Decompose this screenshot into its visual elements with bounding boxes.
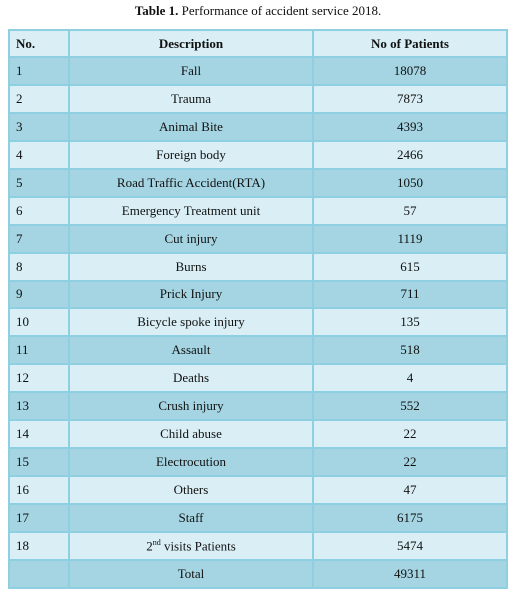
table-row: 9 Prick Injury 711 (8, 279, 508, 310)
row-description: Trauma (68, 83, 314, 114)
row-number: 12 (8, 363, 70, 394)
row-patients: 47 (312, 475, 508, 505)
row-number: 14 (8, 419, 70, 450)
row-description: Deaths (68, 363, 314, 394)
row-patients: 5474 (312, 530, 508, 561)
row-description: Emergency Treatment unit (68, 195, 314, 226)
row-number: 16 (8, 475, 70, 505)
row-description: Foreign body (68, 139, 314, 170)
row-number: 10 (8, 307, 70, 338)
table-row: 12 Deaths 4 (8, 363, 508, 394)
caption-text: Performance of accident service 2018. (181, 3, 382, 18)
row-description: Prick Injury (68, 279, 314, 310)
row-description: Child abuse (68, 419, 314, 450)
description-text: 2 (146, 538, 153, 554)
total-label: Total (68, 558, 314, 590)
row-patients: 6175 (312, 503, 508, 533)
table-row: 8 Burns 615 (8, 251, 508, 282)
row-patients: 4 (312, 363, 508, 394)
row-number: 13 (8, 391, 70, 422)
header-cell: Description (68, 29, 314, 58)
row-number: 6 (8, 195, 70, 226)
row-number: 3 (8, 111, 70, 142)
row-description: Assault (68, 335, 314, 366)
row-number: 18 (8, 530, 70, 561)
table-row: 3 Animal Bite 4393 (8, 111, 508, 142)
header-cell: No. (8, 29, 70, 58)
empty-cell (8, 558, 70, 590)
row-number: 11 (8, 335, 70, 366)
table-row: 15 Electrocution 22 (8, 447, 508, 478)
table-row: 5 Road Traffic Accident(RTA) 1050 (8, 167, 508, 198)
table-row: 1 Fall 18078 (8, 56, 508, 86)
table-row: 7 Cut injury 1119 (8, 223, 508, 254)
row-number: 15 (8, 447, 70, 478)
row-description: Burns (68, 251, 314, 282)
row-patients: 518 (312, 335, 508, 366)
table-row: 2 Trauma 7873 (8, 83, 508, 114)
data-table: No. Description No of Patients 1 Fall 1807… (8, 29, 508, 590)
row-patients: 18078 (312, 56, 508, 86)
table-row: 4 Foreign body 2466 (8, 139, 508, 170)
row-patients: 1119 (312, 223, 508, 254)
row-description: Fall (68, 56, 314, 86)
total-row: Total 49311 (8, 558, 508, 590)
row-patients: 4393 (312, 111, 508, 142)
row-patients: 7873 (312, 83, 508, 114)
header-row: No. Description No of Patients (8, 29, 508, 58)
table-row: 14 Child abuse 22 (8, 419, 508, 450)
row-description: Electrocution (68, 447, 314, 478)
table-row: 18 2nd visits Patients 5474 (8, 530, 508, 561)
row-patients: 135 (312, 307, 508, 338)
row-patients: 22 (312, 419, 508, 450)
row-number: 17 (8, 503, 70, 533)
header-cell: No of Patients (312, 29, 508, 58)
row-number: 1 (8, 56, 70, 86)
row-patients: 22 (312, 447, 508, 478)
row-patients: 615 (312, 251, 508, 282)
table-row: 16 Others 47 (8, 475, 508, 505)
row-description: Crush injury (68, 391, 314, 422)
table-row: 13 Crush injury 552 (8, 391, 508, 422)
row-number: 8 (8, 251, 70, 282)
row-number: 9 (8, 279, 70, 310)
row-description: Animal Bite (68, 111, 314, 142)
row-description: Others (68, 475, 314, 505)
row-patients: 1050 (312, 167, 508, 198)
row-description: Bicycle spoke injury (68, 307, 314, 338)
row-number: 7 (8, 223, 70, 254)
row-patients: 552 (312, 391, 508, 422)
row-description: Road Traffic Accident(RTA) (68, 167, 314, 198)
row-description: Staff (68, 503, 314, 533)
description-text: visits Patients (160, 538, 236, 554)
row-patients: 711 (312, 279, 508, 310)
table-row: 10 Bicycle spoke injury 135 (8, 307, 508, 338)
row-number: 2 (8, 83, 70, 114)
table-row: 11 Assault 518 (8, 335, 508, 366)
row-patients: 2466 (312, 139, 508, 170)
row-number: 4 (8, 139, 70, 170)
total-value: 49311 (312, 558, 508, 590)
table-caption: Table 1. Performance of accident service… (0, 3, 516, 19)
row-description: Cut injury (68, 223, 314, 254)
row-description: 2nd visits Patients (68, 530, 314, 561)
description-superscript: nd (152, 537, 161, 547)
row-patients: 57 (312, 195, 508, 226)
table-row: 6 Emergency Treatment unit 57 (8, 195, 508, 226)
caption-label: Table 1. (134, 3, 179, 18)
row-number: 5 (8, 167, 70, 198)
table-row: 17 Staff 6175 (8, 503, 508, 533)
